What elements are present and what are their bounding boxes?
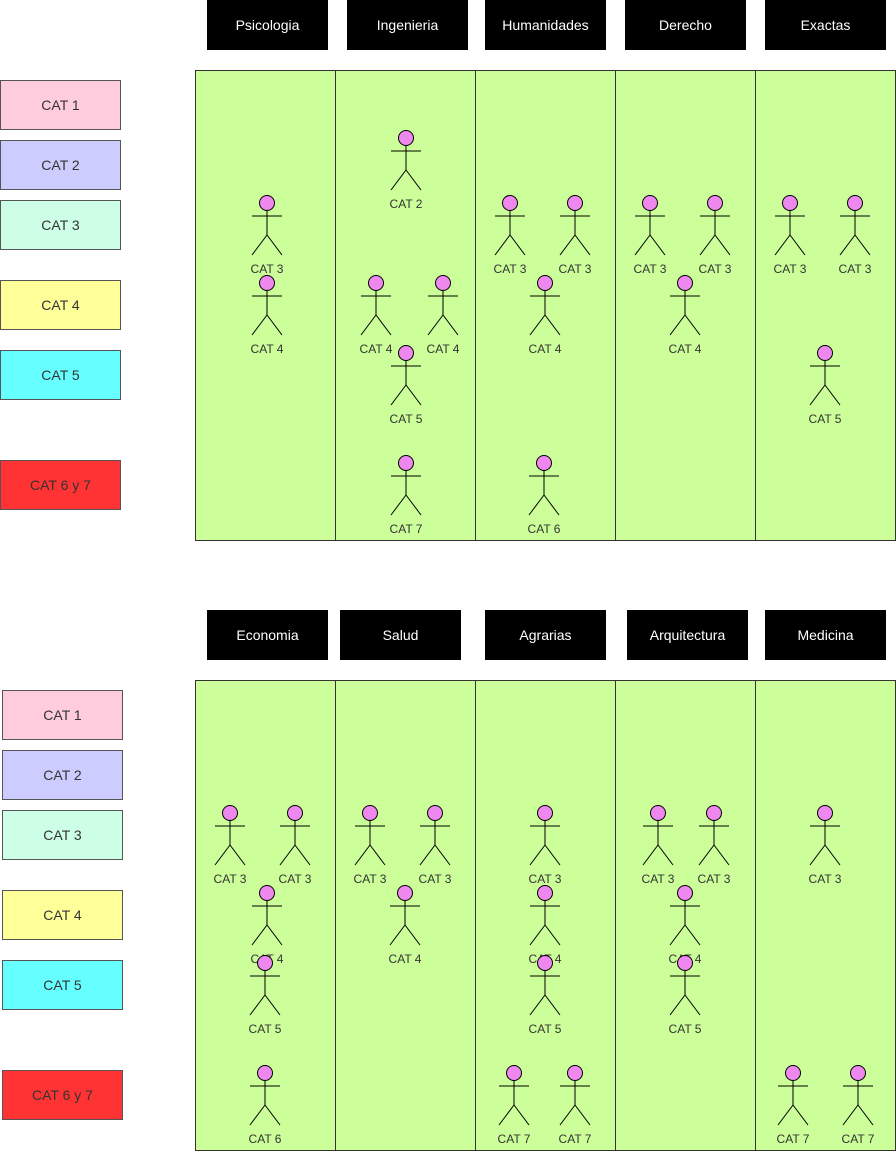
actor-label-agrarias-5: CAT 7 <box>559 1132 592 1146</box>
actor-label-arquitectura-4: CAT 5 <box>669 1022 702 1036</box>
actor-icon-derecho-1 <box>634 195 666 256</box>
actor-icon-economia-1 <box>214 805 246 866</box>
actor-icon-humanidades-1 <box>494 195 526 256</box>
actor-icon-agrarias-1 <box>529 805 561 866</box>
actor-icon-salud-1 <box>354 805 386 866</box>
actor-icon-derecho-3 <box>669 275 701 336</box>
actor-icon-economia-5 <box>249 1065 281 1126</box>
header-psicologia: Psicologia <box>207 0 328 50</box>
actor-icon-exactas-1 <box>774 195 806 256</box>
actor-label-ingenieria-1: CAT 2 <box>390 197 423 211</box>
header-derecho: Derecho <box>625 0 746 50</box>
header-arquitectura: Arquitectura <box>627 610 748 660</box>
actor-icon-arquitectura-3 <box>669 885 701 946</box>
legend-cat-2: CAT 2 <box>2 750 123 800</box>
actor-label-salud-2: CAT 3 <box>419 872 452 886</box>
column-exactas <box>755 70 896 541</box>
actor-icon-psicologia-1 <box>251 195 283 256</box>
actor-icon-salud-3 <box>389 885 421 946</box>
actor-icon-ingenieria-5 <box>390 455 422 516</box>
legend-cat-5: CAT 5 <box>0 350 121 400</box>
actor-icon-humanidades-3 <box>529 275 561 336</box>
legend-cat-4: CAT 4 <box>2 890 123 940</box>
header-agrarias: Agrarias <box>485 610 606 660</box>
legend-cat-5: CAT 5 <box>2 960 123 1010</box>
actor-icon-ingenieria-4 <box>390 345 422 406</box>
actor-icon-ingenieria-2 <box>360 275 392 336</box>
actor-icon-salud-2 <box>419 805 451 866</box>
actor-label-derecho-3: CAT 4 <box>669 342 702 356</box>
legend-cat-6-7: CAT 6 y 7 <box>0 460 121 510</box>
actor-label-arquitectura-1: CAT 3 <box>642 872 675 886</box>
actor-label-ingenieria-3: CAT 4 <box>427 342 460 356</box>
actor-label-humanidades-1: CAT 3 <box>494 262 527 276</box>
actor-icon-humanidades-2 <box>559 195 591 256</box>
actor-icon-ingenieria-1 <box>390 130 422 191</box>
actor-label-agrarias-1: CAT 3 <box>529 872 562 886</box>
header-ingenieria: Ingenieria <box>347 0 468 50</box>
actor-label-medicina-3: CAT 7 <box>842 1132 875 1146</box>
actor-icon-economia-4 <box>249 955 281 1016</box>
actor-label-agrarias-3: CAT 5 <box>529 1022 562 1036</box>
actor-icon-agrarias-3 <box>529 955 561 1016</box>
actor-icon-agrarias-4 <box>498 1065 530 1126</box>
header-medicina: Medicina <box>765 610 886 660</box>
actor-label-economia-2: CAT 3 <box>279 872 312 886</box>
header-economia: Economia <box>207 610 328 660</box>
legend-cat-1: CAT 1 <box>2 690 123 740</box>
actor-label-economia-1: CAT 3 <box>214 872 247 886</box>
header-exactas: Exactas <box>765 0 886 50</box>
actor-label-derecho-2: CAT 3 <box>699 262 732 276</box>
actor-icon-agrarias-5 <box>559 1065 591 1126</box>
header-humanidades: Humanidades <box>485 0 606 50</box>
actor-label-ingenieria-2: CAT 4 <box>360 342 393 356</box>
legend-cat-3: CAT 3 <box>0 200 121 250</box>
actor-icon-economia-2 <box>279 805 311 866</box>
actor-label-humanidades-3: CAT 4 <box>529 342 562 356</box>
actor-icon-medicina-3 <box>842 1065 874 1126</box>
actor-label-derecho-1: CAT 3 <box>634 262 667 276</box>
actor-icon-psicologia-2 <box>251 275 283 336</box>
actor-label-humanidades-4: CAT 6 <box>528 522 561 536</box>
actor-label-ingenieria-4: CAT 5 <box>390 412 423 426</box>
actor-icon-humanidades-4 <box>528 455 560 516</box>
actor-icon-arquitectura-2 <box>698 805 730 866</box>
actor-label-medicina-2: CAT 7 <box>777 1132 810 1146</box>
actor-icon-arquitectura-4 <box>669 955 701 1016</box>
actor-label-salud-3: CAT 4 <box>389 952 422 966</box>
legend-cat-6-7: CAT 6 y 7 <box>2 1070 123 1120</box>
actor-label-arquitectura-2: CAT 3 <box>698 872 731 886</box>
legend-cat-1: CAT 1 <box>0 80 121 130</box>
actor-icon-exactas-2 <box>839 195 871 256</box>
actor-label-economia-4: CAT 5 <box>249 1022 282 1036</box>
header-salud: Salud <box>340 610 461 660</box>
actor-label-medicina-1: CAT 3 <box>809 872 842 886</box>
actor-label-psicologia-1: CAT 3 <box>251 262 284 276</box>
legend-cat-3: CAT 3 <box>2 810 123 860</box>
actor-icon-derecho-2 <box>699 195 731 256</box>
actor-label-ingenieria-5: CAT 7 <box>390 522 423 536</box>
actor-label-exactas-1: CAT 3 <box>774 262 807 276</box>
actor-label-exactas-2: CAT 3 <box>839 262 872 276</box>
actor-icon-arquitectura-1 <box>642 805 674 866</box>
actor-icon-exactas-3 <box>809 345 841 406</box>
legend-cat-4: CAT 4 <box>0 280 121 330</box>
actor-icon-medicina-1 <box>809 805 841 866</box>
actor-icon-ingenieria-3 <box>427 275 459 336</box>
actor-icon-medicina-2 <box>777 1065 809 1126</box>
actor-icon-agrarias-2 <box>529 885 561 946</box>
actor-label-exactas-3: CAT 5 <box>809 412 842 426</box>
column-psicologia <box>195 70 336 541</box>
actor-icon-economia-3 <box>251 885 283 946</box>
actor-label-economia-5: CAT 6 <box>249 1132 282 1146</box>
legend-cat-2: CAT 2 <box>0 140 121 190</box>
actor-label-agrarias-4: CAT 7 <box>498 1132 531 1146</box>
actor-label-humanidades-2: CAT 3 <box>559 262 592 276</box>
actor-label-psicologia-2: CAT 4 <box>251 342 284 356</box>
actor-label-salud-1: CAT 3 <box>354 872 387 886</box>
